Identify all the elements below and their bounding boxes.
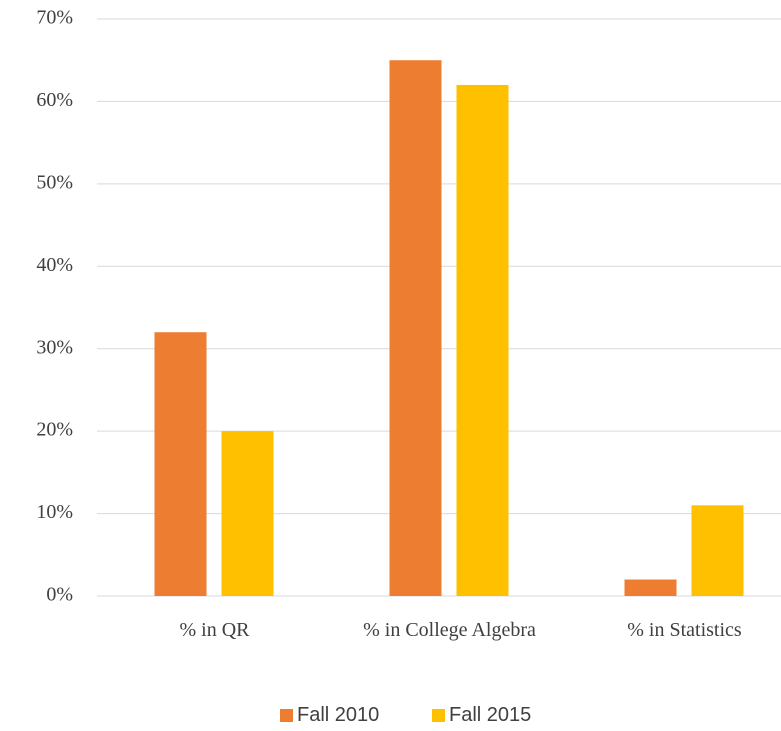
- y-tick-label: 10%: [36, 501, 73, 523]
- bar: [691, 505, 744, 596]
- x-tick-label: % in College Algebra: [363, 619, 536, 641]
- x-tick-label: % in QR: [179, 619, 250, 641]
- legend-label: Fall 2010: [297, 704, 380, 726]
- bar: [624, 579, 677, 596]
- legend-item: Fall 2015: [432, 704, 531, 727]
- y-tick-label: 30%: [36, 336, 73, 358]
- bar: [389, 60, 442, 596]
- legend-label: Fall 2015: [449, 704, 532, 726]
- x-tick-label: % in Statistics: [627, 619, 742, 641]
- y-tick-label: 60%: [36, 89, 73, 111]
- legend-swatch: [432, 709, 445, 722]
- y-tick-label: 70%: [36, 7, 73, 29]
- bar: [221, 431, 274, 596]
- y-tick-label: 50%: [36, 171, 73, 193]
- y-tick-label: 40%: [36, 254, 73, 276]
- y-tick-label: 20%: [36, 419, 73, 441]
- legend-swatch: [280, 709, 293, 722]
- legend-item: Fall 2010: [280, 704, 379, 727]
- y-tick-label: 0%: [46, 584, 73, 606]
- bar: [154, 332, 207, 596]
- bar: [456, 84, 509, 596]
